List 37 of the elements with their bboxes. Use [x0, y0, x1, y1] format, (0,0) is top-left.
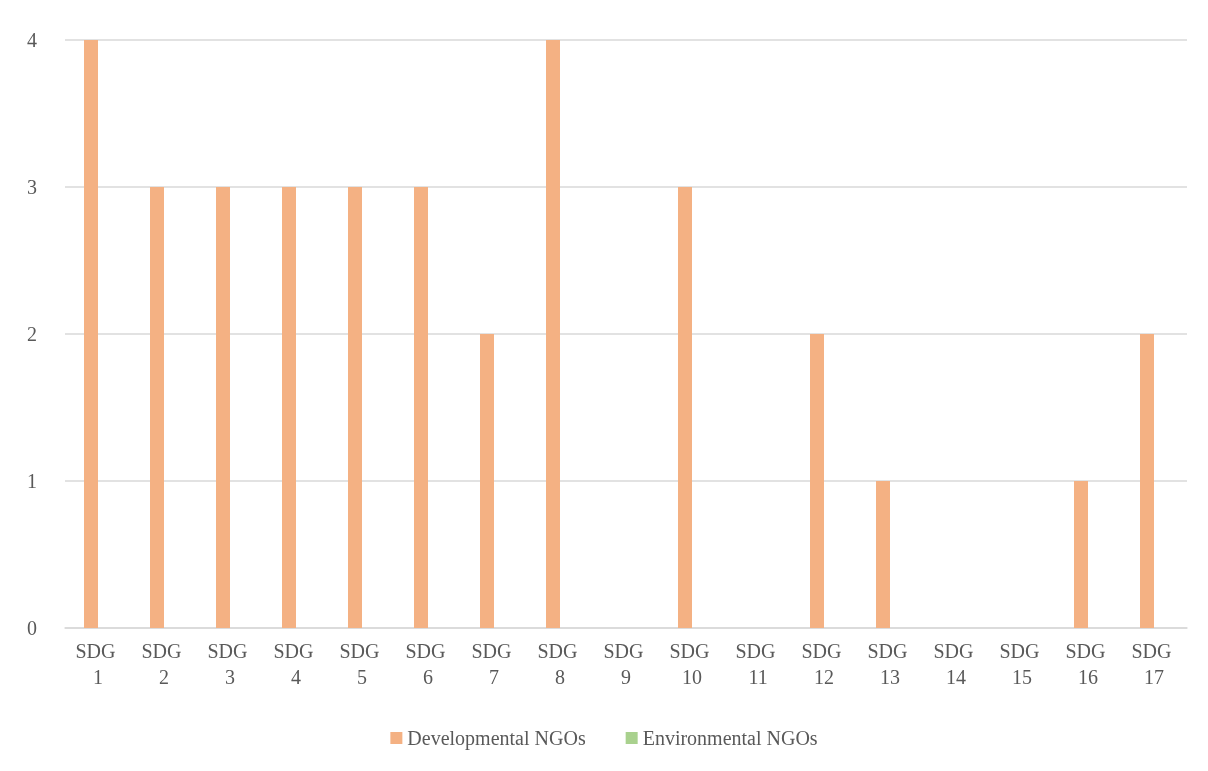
x-tick-label: SDG 13	[867, 640, 913, 688]
bar	[348, 187, 362, 628]
bar	[1140, 334, 1154, 628]
legend-label: Environmental NGOs	[642, 727, 818, 749]
bar	[282, 187, 296, 628]
x-tick-label: SDG 3	[207, 640, 253, 688]
x-tick-label: SDG 16	[1065, 640, 1111, 688]
y-tick-label: 2	[27, 323, 37, 345]
y-tick-label: 1	[27, 470, 37, 492]
bar	[150, 187, 164, 628]
x-tick-label: SDG 9	[603, 640, 649, 688]
bar	[216, 187, 230, 628]
y-tick-label: 4	[27, 29, 37, 51]
x-tick-label: SDG 7	[471, 640, 517, 688]
bar	[84, 40, 98, 628]
x-tick-label: SDG 8	[537, 640, 583, 688]
x-tick-label: SDG 15	[999, 640, 1045, 688]
y-tick-label: 0	[27, 617, 37, 639]
bar	[546, 40, 560, 628]
x-tick-label: SDG 17	[1131, 640, 1177, 688]
bar	[810, 334, 824, 628]
bar	[480, 334, 494, 628]
bar	[678, 187, 692, 628]
legend-label: Developmental NGOs	[407, 727, 586, 750]
x-tick-label: SDG 4	[273, 640, 319, 688]
bar	[876, 481, 890, 628]
x-tick-label: SDG 11	[735, 640, 781, 688]
x-tick-label: SDG 1	[75, 640, 121, 688]
bar	[414, 187, 428, 628]
x-tick-label: SDG 12	[801, 640, 847, 688]
y-tick-label: 3	[27, 176, 37, 198]
x-tick-label: SDG 2	[141, 640, 187, 688]
x-tick-label: SDG 10	[669, 640, 715, 688]
bar	[1074, 481, 1088, 628]
x-tick-label: SDG 5	[339, 640, 385, 688]
x-tick-label: SDG 14	[933, 640, 979, 688]
x-tick-label: SDG 6	[405, 640, 451, 688]
